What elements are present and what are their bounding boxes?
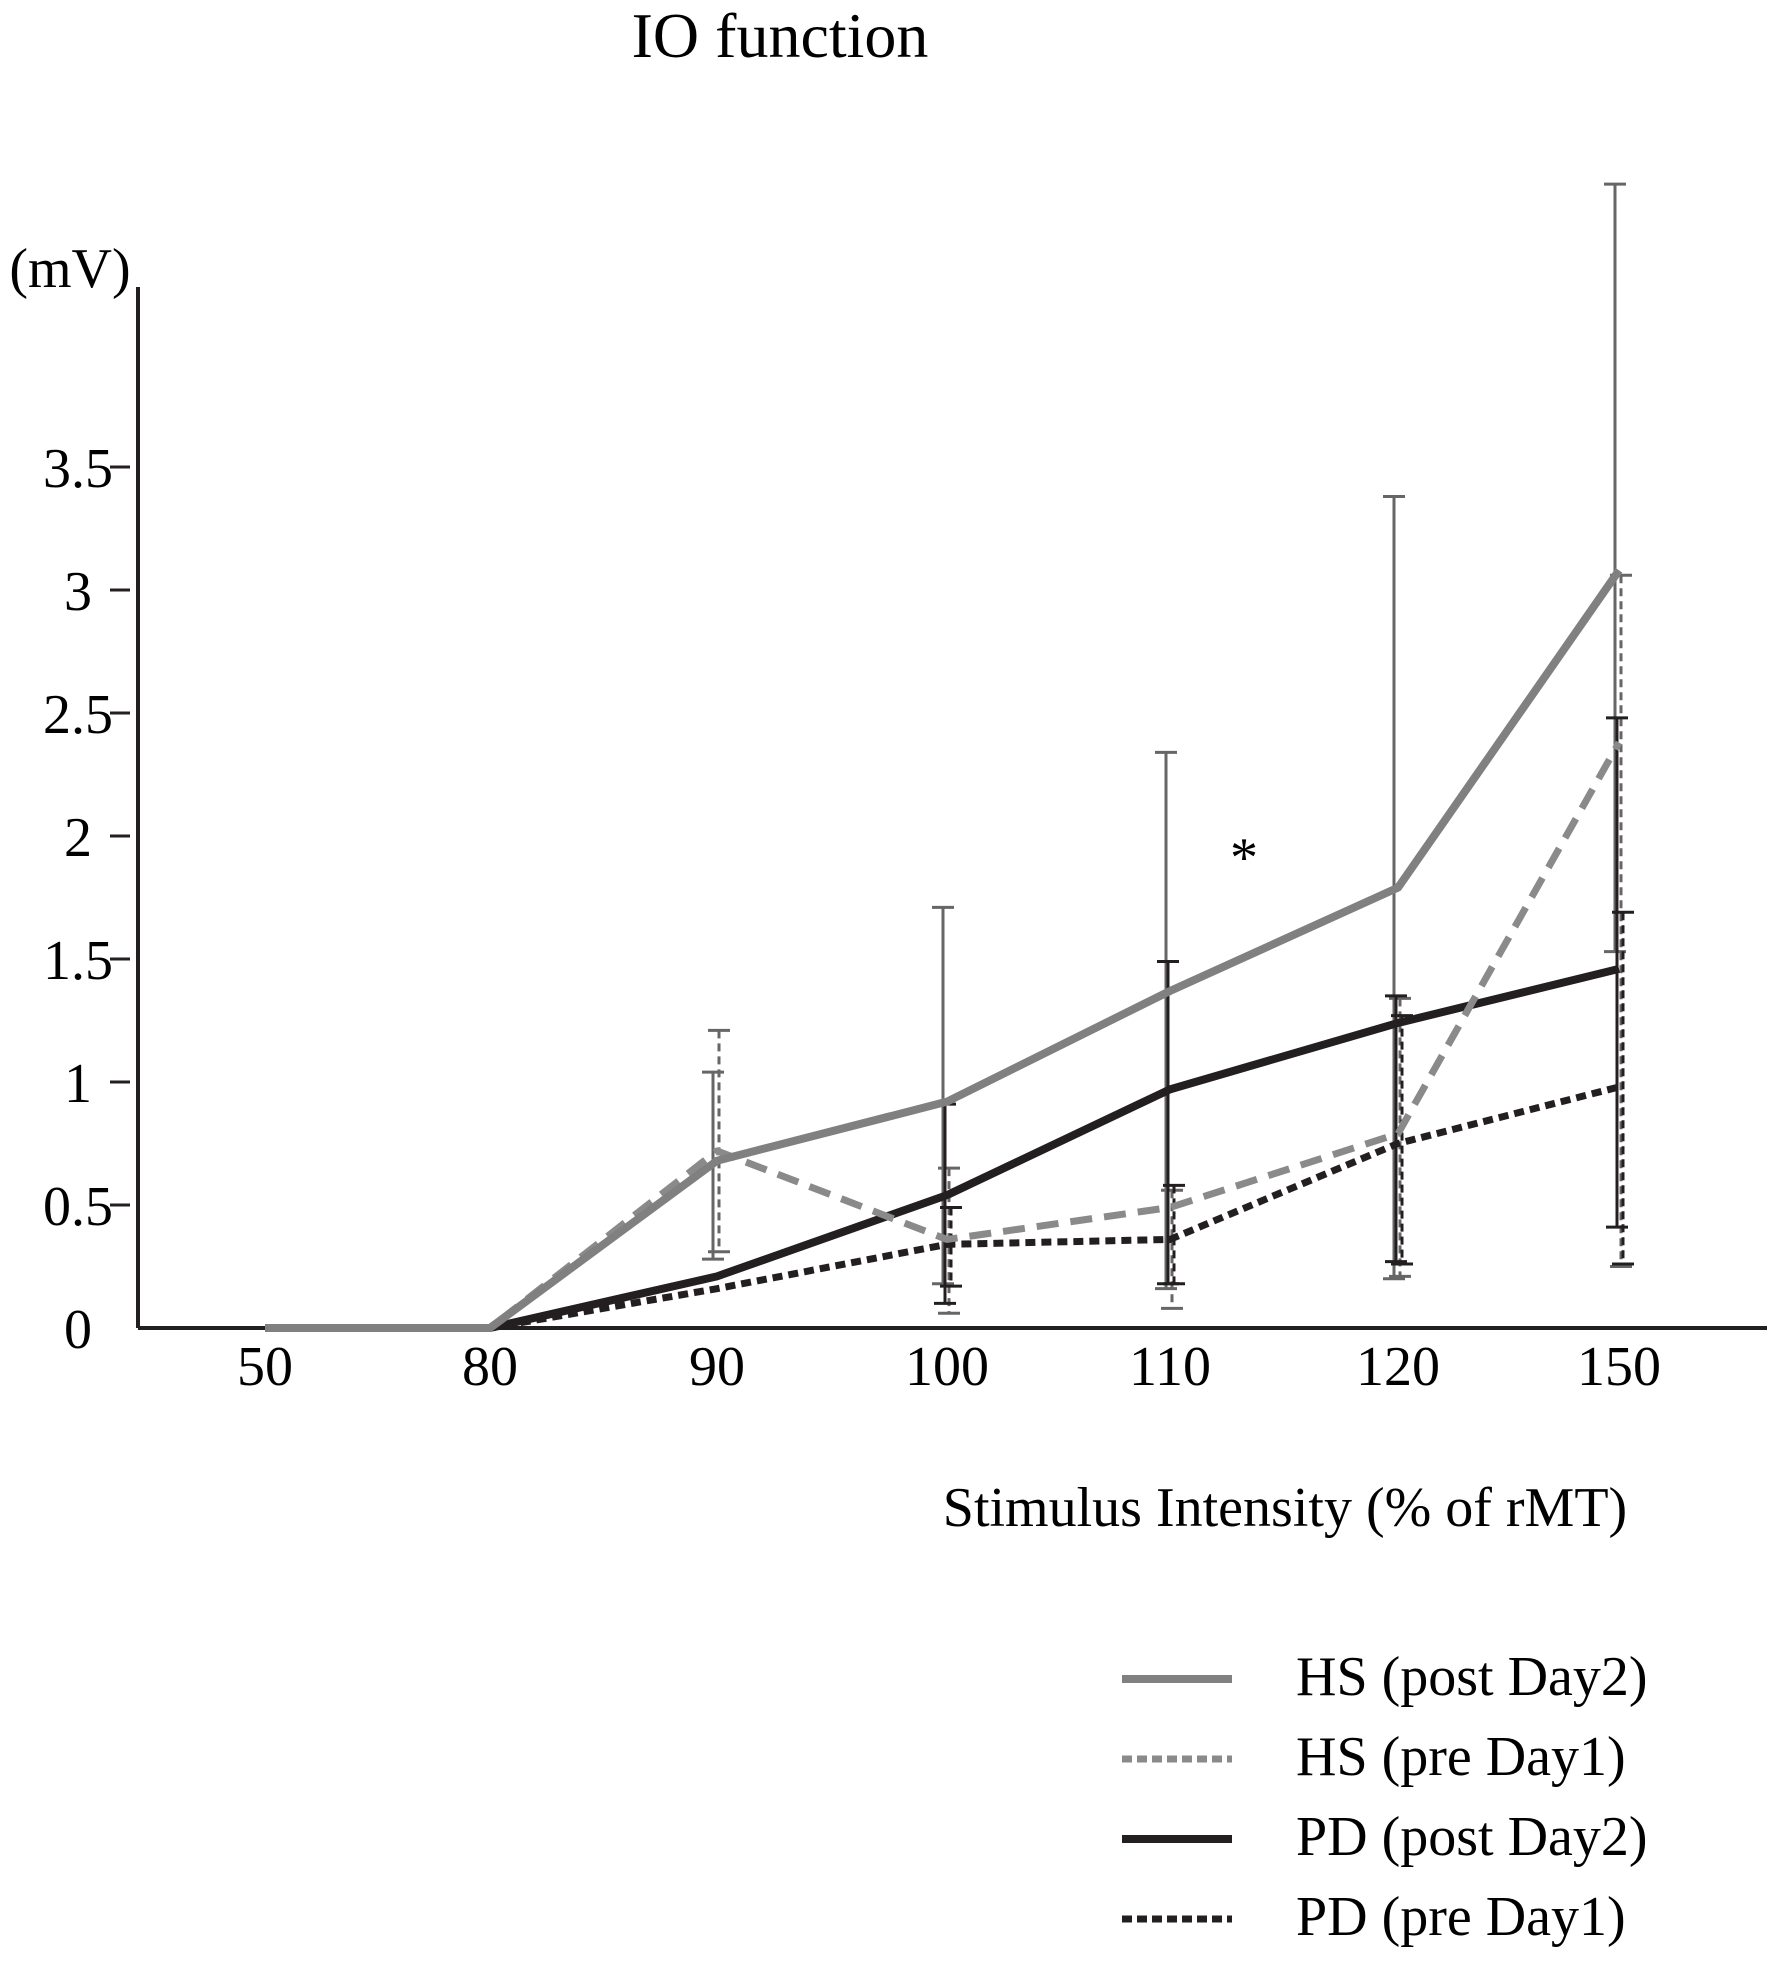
legend-label-3: PD (pre Day1) xyxy=(1296,1886,1626,1948)
x-tick-label-0: 50 xyxy=(237,1336,293,1398)
y-axis-label: (mV) xyxy=(9,238,130,300)
error-bar-s1-2 xyxy=(708,1028,730,1254)
legend-label-1: HS (pre Day1) xyxy=(1296,1726,1626,1788)
legend-item-3: PD (pre Day1) xyxy=(1122,1886,1626,1948)
x-tick-label-5: 120 xyxy=(1356,1336,1440,1398)
legend-item-0: HS (post Day2) xyxy=(1122,1646,1648,1708)
legend-label-2: PD (post Day2) xyxy=(1296,1806,1648,1868)
y-tick-label-6: 3 xyxy=(64,561,92,623)
series-lines xyxy=(265,568,1623,1332)
x-tick-label-1: 80 xyxy=(462,1336,518,1398)
y-tick-label-5: 2.5 xyxy=(43,684,113,746)
y-tick-label-3: 1.5 xyxy=(43,930,113,992)
y-tick-label-7: 3.5 xyxy=(43,438,113,500)
legend-label-0: HS (post Day2) xyxy=(1296,1646,1648,1708)
error-bar-s1-6 xyxy=(1610,573,1632,1268)
significance-asterisk: * xyxy=(1230,827,1258,889)
error-bar-s0-6 xyxy=(1604,182,1626,954)
y-ticks: 0 0.5 1 1.5 2 2.5 3 3.5 xyxy=(43,438,130,1361)
error-bar-s1-5 xyxy=(1389,996,1411,1278)
legend-item-2: PD (post Day2) xyxy=(1122,1806,1648,1868)
y-tick-label-1: 0.5 xyxy=(43,1176,113,1238)
legend-item-1: HS (pre Day1) xyxy=(1122,1726,1626,1788)
y-tick-label-2: 1 xyxy=(64,1053,92,1115)
error-bar-s0-3 xyxy=(932,905,954,1286)
y-tick-label-0: 0 xyxy=(64,1299,92,1361)
x-ticks: 50 80 90 100 110 120 150 xyxy=(237,1336,1661,1398)
error-bar-s3-5 xyxy=(1391,1014,1413,1266)
error-bar-s2-5 xyxy=(1385,994,1407,1264)
legend: HS (post Day2) HS (pre Day1) PD (post Day2… xyxy=(1122,1646,1648,1948)
error-bar-s2-3 xyxy=(934,1102,956,1305)
x-tick-label-4: 110 xyxy=(1129,1336,1211,1398)
x-axis-label: Stimulus Intensity (% of rMT) xyxy=(943,1477,1627,1539)
x-tick-label-3: 100 xyxy=(905,1336,989,1398)
x-tick-label-6: 150 xyxy=(1577,1336,1661,1398)
y-tick-label-4: 2 xyxy=(64,807,92,869)
series-line-0 xyxy=(265,568,1623,1332)
chart-title: IO function xyxy=(632,0,929,71)
error-bar-s3-6 xyxy=(1612,910,1634,1266)
error-bar-s1-4 xyxy=(1161,1188,1183,1310)
x-tick-label-2: 90 xyxy=(689,1336,745,1398)
error-bar-s3-4 xyxy=(1163,1183,1185,1286)
